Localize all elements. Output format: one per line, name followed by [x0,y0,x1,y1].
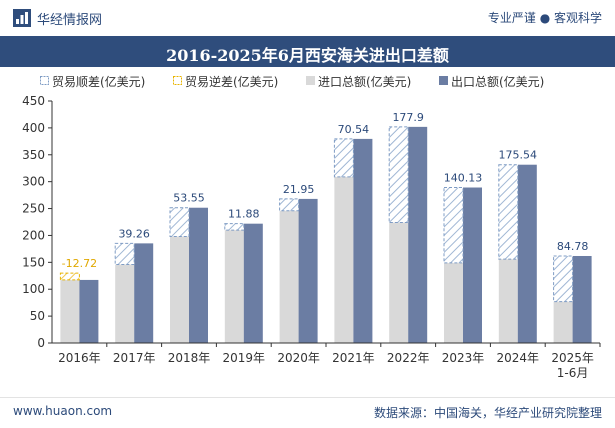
x-tick-label: 2023年 [442,351,485,365]
y-tick-label: 350 [22,148,45,162]
export-swatch-icon [439,76,448,85]
balance-label: 70.54 [338,123,370,136]
x-tick-label: 2025年 [551,351,594,365]
balance-label: 177.9 [392,111,424,124]
import-bar [279,210,299,343]
bar-group: 140.13 [443,172,483,343]
bar-group: 175.54 [498,149,538,343]
y-tick-label: 0 [37,336,45,350]
export-bar [79,279,99,343]
x-tick-label: 2016年 [58,351,101,365]
huajing-logo-icon [13,9,31,27]
bar-group: 177.9 [388,111,428,343]
balance-label: 53.55 [173,192,205,205]
import-bar [334,176,354,343]
deficit-segment [59,272,80,281]
x-tick-label: 2022年 [387,351,430,365]
balance-label: 21.95 [283,183,315,196]
balance-label: 84.78 [557,240,589,253]
import-bar [60,273,80,343]
import-bar [170,236,189,343]
surplus-segment [279,198,300,212]
export-bar [517,164,537,343]
surplus-swatch-icon [40,76,49,85]
export-bar [408,126,428,343]
x-tick-label: 1-6月 [557,366,589,380]
legend-label-import: 进口总额(亿美元) [318,75,412,89]
bar-group: 70.54 [333,123,373,343]
x-axis: 2016年 2017年 2018年 2019年 2020年 2021年 2022年 2023年… [52,342,601,380]
y-tick-label: 150 [22,255,45,269]
balance-label: 175.54 [499,149,538,162]
export-bar [463,187,482,343]
y-tick-label: 400 [22,121,45,135]
surplus-segment [388,126,409,224]
import-bar [444,262,463,343]
import-bar [389,222,409,343]
export-bar [189,207,208,343]
y-tick-label: 200 [22,228,45,242]
bar-group: 53.55 [169,192,208,343]
import-swatch-icon [306,76,315,85]
balance-label: 11.88 [228,208,260,221]
deficit-swatch-icon [173,76,182,85]
import-bar [553,301,573,343]
y-tick-label: 100 [22,282,45,296]
title-bar: 2016-2025年6月西安海关进出口差额 [0,36,615,67]
bar-chart: 0 50 100 150 200 250 300 350 400 450 -12.72 39.26 5… [22,94,601,380]
export-bar [243,223,263,343]
export-bar [572,255,592,343]
footer: www.huaon.com 数据来源：中国海关，华经产业研究院整理 [0,397,615,428]
bar-group: 39.26 [114,227,154,343]
x-tick-label: 2019年 [223,351,266,365]
y-tick-label: 250 [22,202,45,216]
export-bar [134,243,154,343]
import-bar [224,230,244,343]
y-tick-label: 50 [30,309,45,323]
export-bar [298,198,318,343]
legend-label-deficit: 贸易逆差(亿美元) [185,75,279,89]
surplus-segment [114,242,135,265]
import-bar [498,259,518,343]
legend-label-surplus: 贸易顺差(亿美元) [52,75,146,89]
balance-label: 39.26 [118,227,150,240]
brand-tagline: 专业严谨 ● 客观科学 [487,11,602,25]
surplus-segment [553,255,574,303]
balance-label: 140.13 [444,172,483,185]
y-tick-label: 300 [22,175,45,189]
export-bar [353,138,373,343]
footer-source: 数据来源：中国海关，华经产业研究院整理 [373,406,602,420]
import-bar [115,264,135,343]
y-axis: 0 50 100 150 200 250 300 350 400 450 [22,94,53,350]
surplus-segment [498,164,519,260]
bars-layer: -12.72 39.26 53.55 11.88 21.95 70.54 177.9 140.… [59,111,592,343]
bar-group: -12.72 [59,257,99,343]
x-tick-label: 2020年 [277,351,320,365]
surplus-segment [169,207,190,238]
surplus-segment [333,138,354,178]
x-tick-label: 2024年 [497,351,540,365]
bar-group: 21.95 [279,183,318,343]
x-tick-label: 2017年 [113,351,156,365]
y-tick-label: 450 [22,94,45,108]
chart-title: 2016-2025年6月西安海关进出口差额 [166,46,449,65]
top-bar: 华经情报网 专业严谨 ● 客观科学 [0,0,615,36]
surplus-segment [443,187,464,264]
brand-name: 华经情报网 [37,13,103,28]
footer-website: www.huaon.com [13,404,113,418]
x-tick-label: 2018年 [168,351,211,365]
legend-label-export: 出口总额(亿美元) [451,75,545,89]
balance-label: -12.72 [62,257,97,270]
surplus-segment [224,223,245,231]
bar-group: 84.78 [553,240,592,343]
bar-group: 11.88 [224,208,263,343]
x-tick-label: 2021年 [332,351,375,365]
